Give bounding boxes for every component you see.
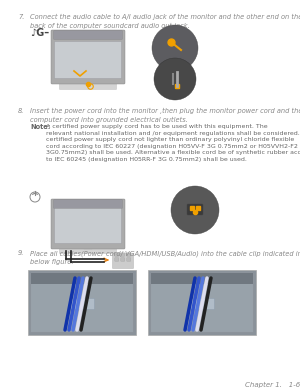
Text: ♪G–: ♪G– (30, 28, 49, 38)
FancyBboxPatch shape (148, 270, 256, 335)
FancyBboxPatch shape (59, 249, 116, 254)
FancyBboxPatch shape (70, 298, 94, 310)
FancyBboxPatch shape (31, 273, 133, 284)
Text: Note:: Note: (30, 124, 50, 130)
Bar (84, 79, 92, 84)
FancyBboxPatch shape (54, 31, 122, 39)
FancyBboxPatch shape (115, 253, 119, 256)
Text: Chapter 1.   1-6: Chapter 1. 1-6 (245, 382, 300, 388)
FancyBboxPatch shape (127, 258, 131, 261)
FancyBboxPatch shape (31, 273, 133, 332)
FancyBboxPatch shape (187, 204, 203, 215)
Circle shape (154, 58, 196, 100)
FancyBboxPatch shape (51, 30, 125, 84)
Circle shape (30, 192, 40, 202)
Text: 7.: 7. (18, 14, 24, 20)
Circle shape (171, 186, 219, 234)
FancyBboxPatch shape (112, 254, 134, 268)
FancyBboxPatch shape (28, 270, 136, 335)
FancyBboxPatch shape (55, 209, 122, 244)
Text: Insert the power cord into the monitor ,then plug the monitor power cord and the: Insert the power cord into the monitor ,… (30, 108, 300, 123)
FancyBboxPatch shape (127, 253, 131, 256)
Text: 9.: 9. (18, 250, 24, 256)
FancyBboxPatch shape (151, 273, 253, 284)
FancyBboxPatch shape (59, 84, 116, 89)
FancyBboxPatch shape (115, 258, 119, 261)
FancyBboxPatch shape (121, 253, 125, 256)
FancyBboxPatch shape (190, 298, 214, 310)
Bar (84, 245, 92, 249)
FancyBboxPatch shape (151, 273, 253, 332)
Text: Connect the audio cable to A/I audio jack of the monitor and the other end on th: Connect the audio cable to A/I audio jac… (30, 14, 300, 29)
FancyBboxPatch shape (51, 199, 125, 249)
FancyBboxPatch shape (121, 258, 125, 261)
Circle shape (152, 25, 198, 71)
FancyBboxPatch shape (55, 42, 122, 79)
Text: Place all cables(Power cord/ VGA/HDMI/USB/Audio) into the cable clip indicated i: Place all cables(Power cord/ VGA/HDMI/US… (30, 250, 300, 265)
Text: 8.: 8. (18, 108, 24, 114)
FancyBboxPatch shape (54, 200, 122, 208)
Text: A certified power supply cord has to be used with this equipment. The
relevant n: A certified power supply cord has to be … (46, 124, 300, 162)
